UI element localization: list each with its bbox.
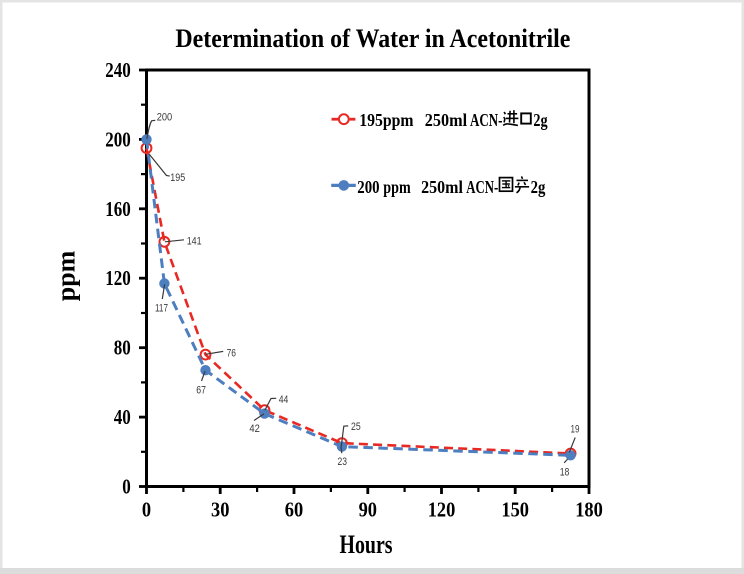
svg-text:250ml: 250ml [421, 177, 463, 197]
svg-text:160: 160 [105, 197, 131, 221]
svg-text:23: 23 [338, 456, 348, 468]
svg-text:25: 25 [351, 421, 361, 433]
svg-text:2g: 2g [531, 177, 546, 197]
svg-text:Determination of Water in Acet: Determination of Water in Acetonitrile [175, 24, 570, 53]
svg-text:Hours: Hours [340, 530, 393, 559]
svg-text:ACN-: ACN- [470, 110, 502, 130]
svg-text:42: 42 [249, 423, 259, 435]
svg-text:90: 90 [359, 497, 377, 521]
svg-text:80: 80 [114, 336, 131, 360]
svg-text:18: 18 [560, 466, 570, 478]
svg-text:67: 67 [196, 384, 206, 396]
svg-text:240: 240 [105, 58, 131, 82]
svg-text:250ml: 250ml [425, 110, 467, 130]
svg-text:195ppm: 195ppm [359, 110, 413, 130]
svg-text:0: 0 [122, 475, 131, 499]
svg-text:19: 19 [571, 424, 580, 436]
svg-text:200: 200 [105, 127, 131, 151]
svg-text:117: 117 [155, 302, 168, 314]
svg-text:150: 150 [501, 497, 529, 521]
svg-text:ACN-: ACN- [466, 177, 498, 197]
svg-text:76: 76 [227, 348, 236, 360]
svg-text:60: 60 [285, 497, 303, 521]
svg-text:44: 44 [279, 394, 289, 406]
svg-text:0: 0 [142, 497, 151, 521]
svg-text:120: 120 [428, 497, 456, 521]
svg-text:200: 200 [157, 111, 173, 123]
svg-text:30: 30 [211, 497, 229, 521]
svg-text:195: 195 [170, 172, 185, 184]
svg-text:40: 40 [114, 405, 131, 429]
svg-text:ppm: ppm [51, 250, 80, 301]
svg-text:180: 180 [575, 497, 603, 521]
svg-text:ppm: ppm [383, 177, 410, 197]
svg-text:200: 200 [357, 177, 379, 197]
svg-text:120: 120 [105, 266, 131, 290]
svg-text:141: 141 [187, 235, 202, 247]
svg-text:2g: 2g [533, 110, 547, 130]
